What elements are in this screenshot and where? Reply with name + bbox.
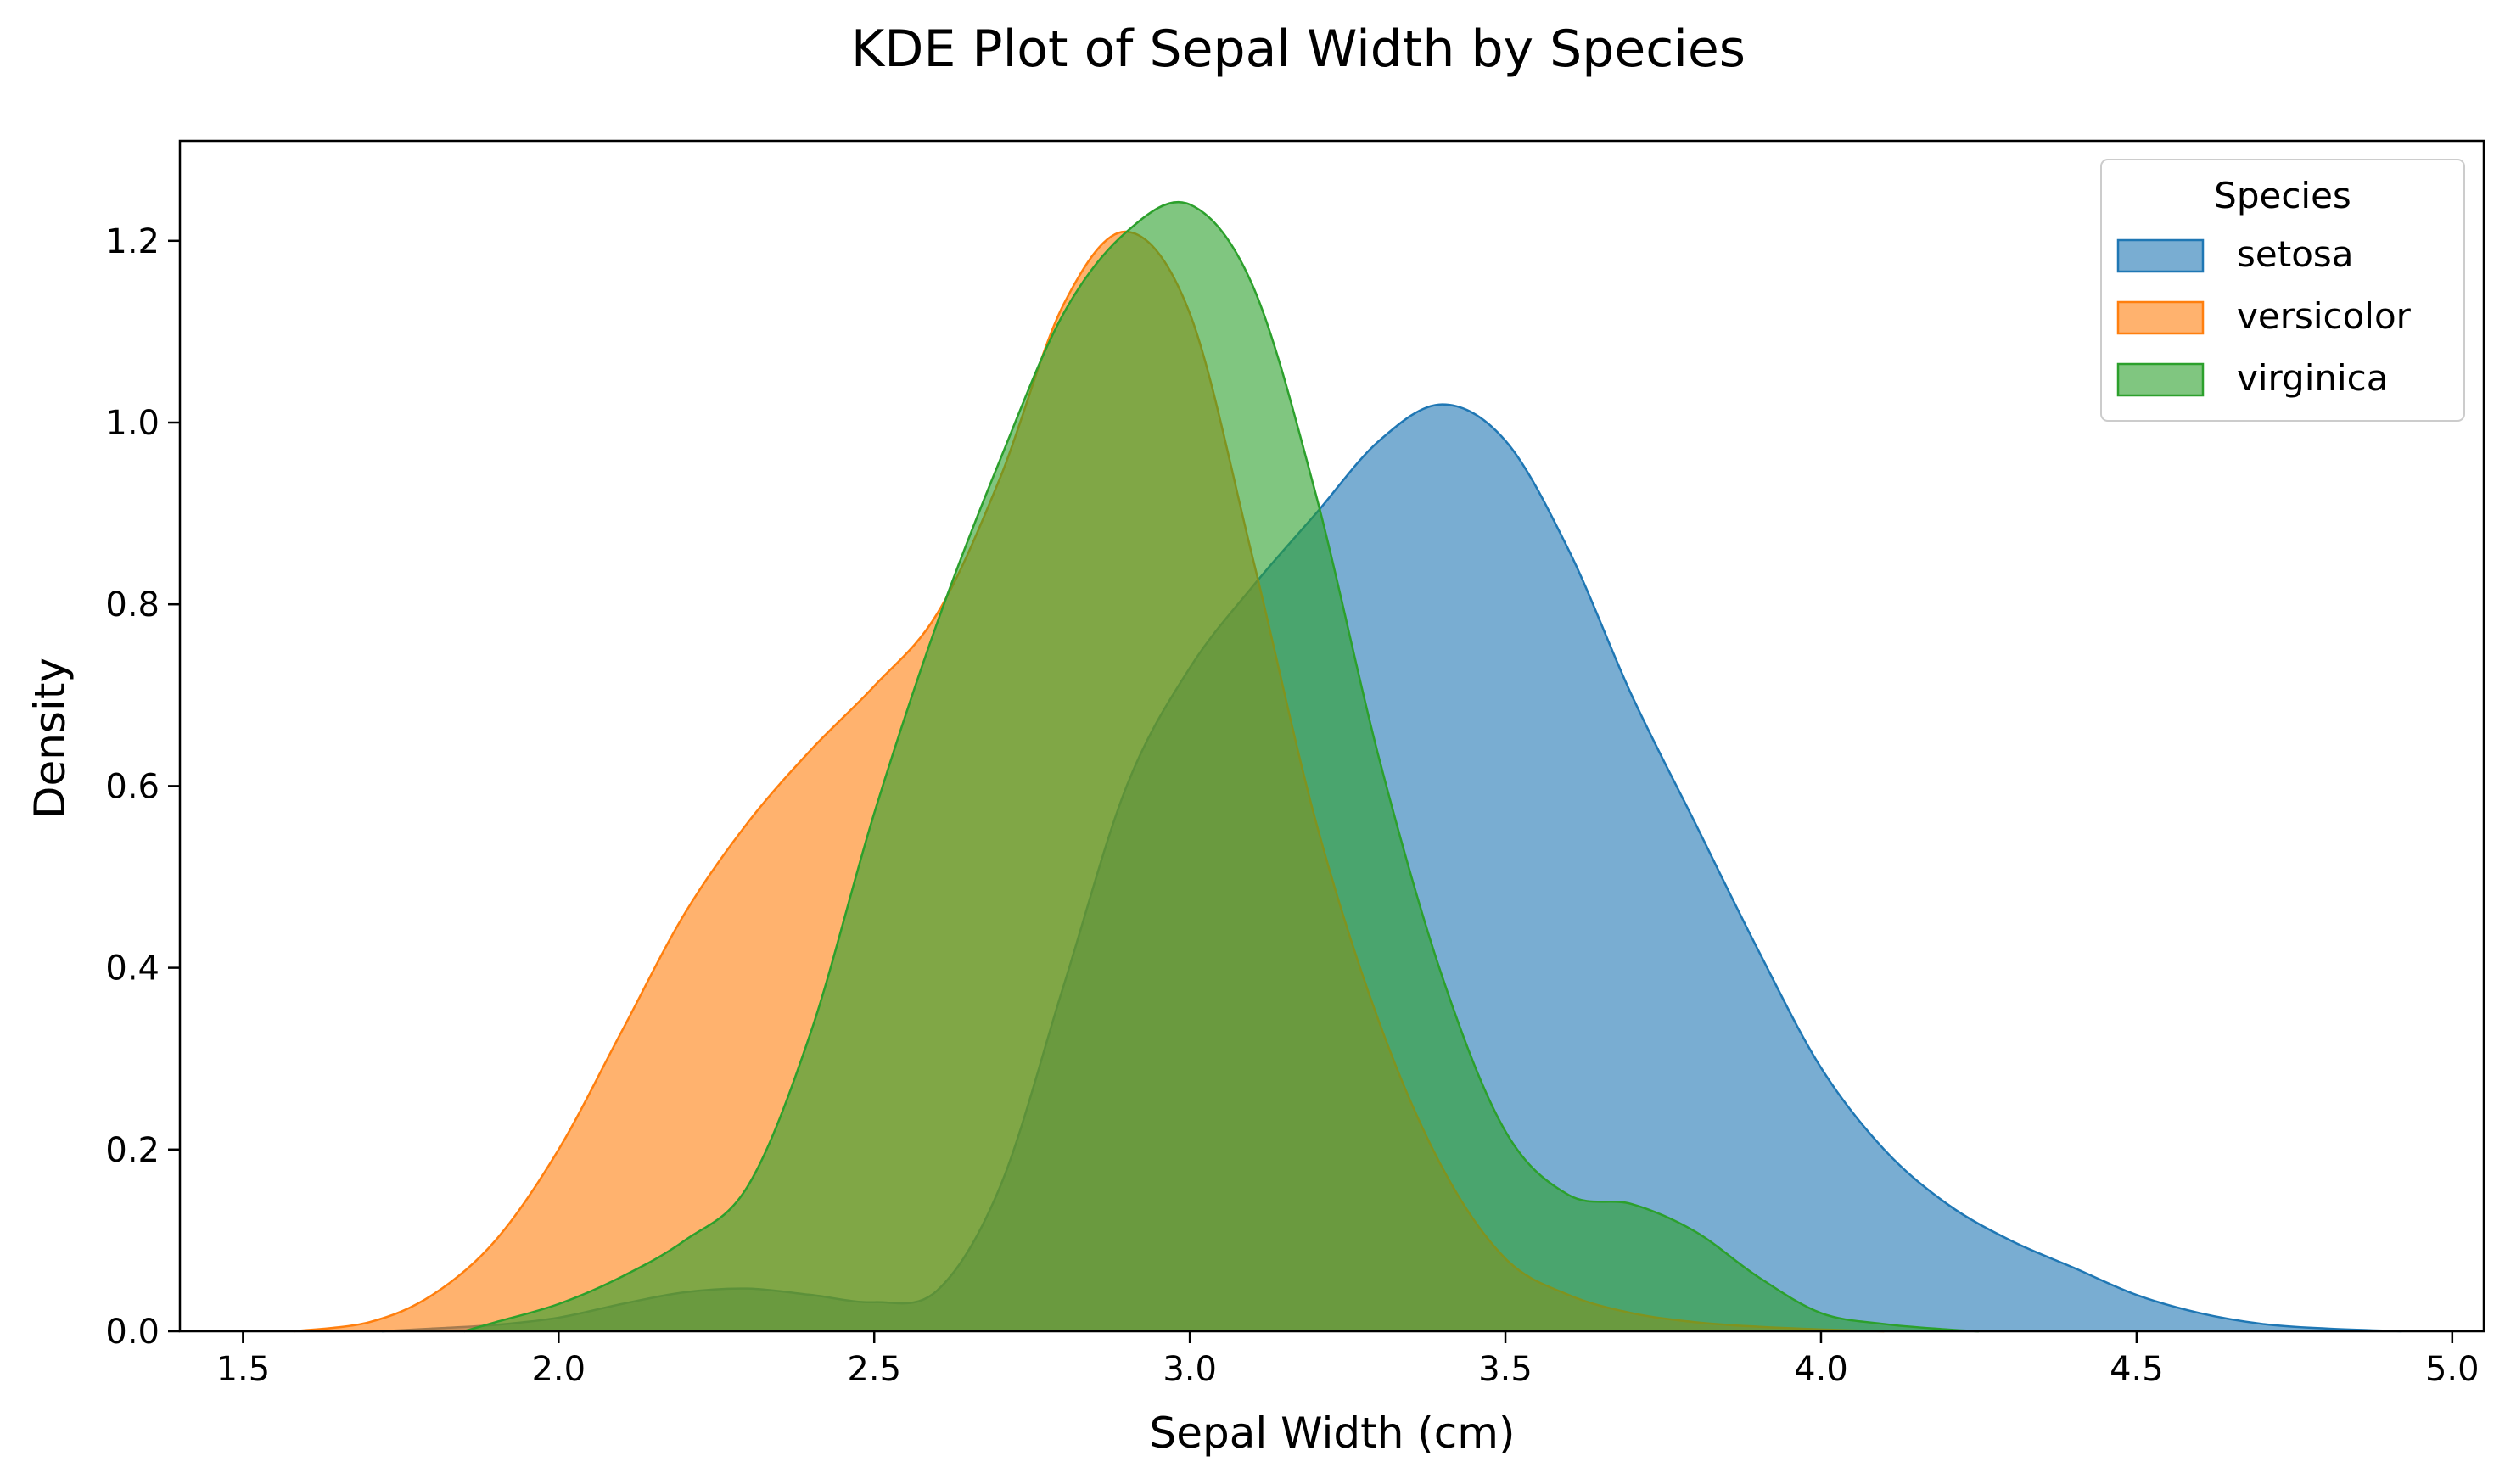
plot-frame [178,139,2485,1333]
y-tick-label: 0.2 [105,1131,160,1170]
x-tick-label: 2.0 [531,1350,586,1389]
legend-frame [2100,159,2465,422]
y-axis-label: Density [25,658,75,819]
legend-title: Species [2214,175,2351,216]
legend-swatch-virginica [2116,362,2205,397]
x-tick-label: 3.5 [1478,1350,1533,1389]
legend-items: setosa versicolor virginica [2116,233,2412,399]
legend-label-virginica: virginica [2237,357,2389,399]
y-tick-label: 1.2 [105,222,160,261]
legend-swatch-setosa [2116,238,2205,273]
x-tick-label: 4.0 [1794,1350,1848,1389]
x-axis-label: Sepal Width (cm) [1149,1408,1515,1458]
y-tick-label: 1.0 [105,404,160,443]
x-tick-label: 4.5 [2110,1350,2164,1389]
kde-line-virginica [463,200,1980,1333]
legend: Species setosa versicolor virginica [2100,159,2465,422]
x-tick-label: 1.5 [216,1350,271,1389]
legend-swatch-versicolor [2116,300,2205,335]
y-tick-label: 0.0 [105,1313,160,1352]
series-layer [293,200,2402,1333]
legend-label-versicolor: versicolor [2237,295,2412,337]
kde-area-virginica [463,202,1979,1331]
x-tick-label: 2.5 [847,1350,901,1389]
y-tick-label: 0.6 [105,767,160,806]
y-tick-label: 0.8 [105,585,160,624]
x-tick-label: 3.0 [1163,1350,1217,1389]
y-tick-label: 0.4 [105,949,160,988]
x-tick-label: 5.0 [2425,1350,2480,1389]
chart-title: KDE Plot of Sepal Width by Species [851,20,1746,79]
y-axis-ticks: 0.0 0.2 0.4 0.6 0.8 1.0 1.2 [105,222,180,1352]
legend-label-setosa: setosa [2237,233,2354,275]
x-axis-ticks: 1.5 2.0 2.5 3.0 3.5 4.0 4.5 5.0 [216,1331,2480,1389]
